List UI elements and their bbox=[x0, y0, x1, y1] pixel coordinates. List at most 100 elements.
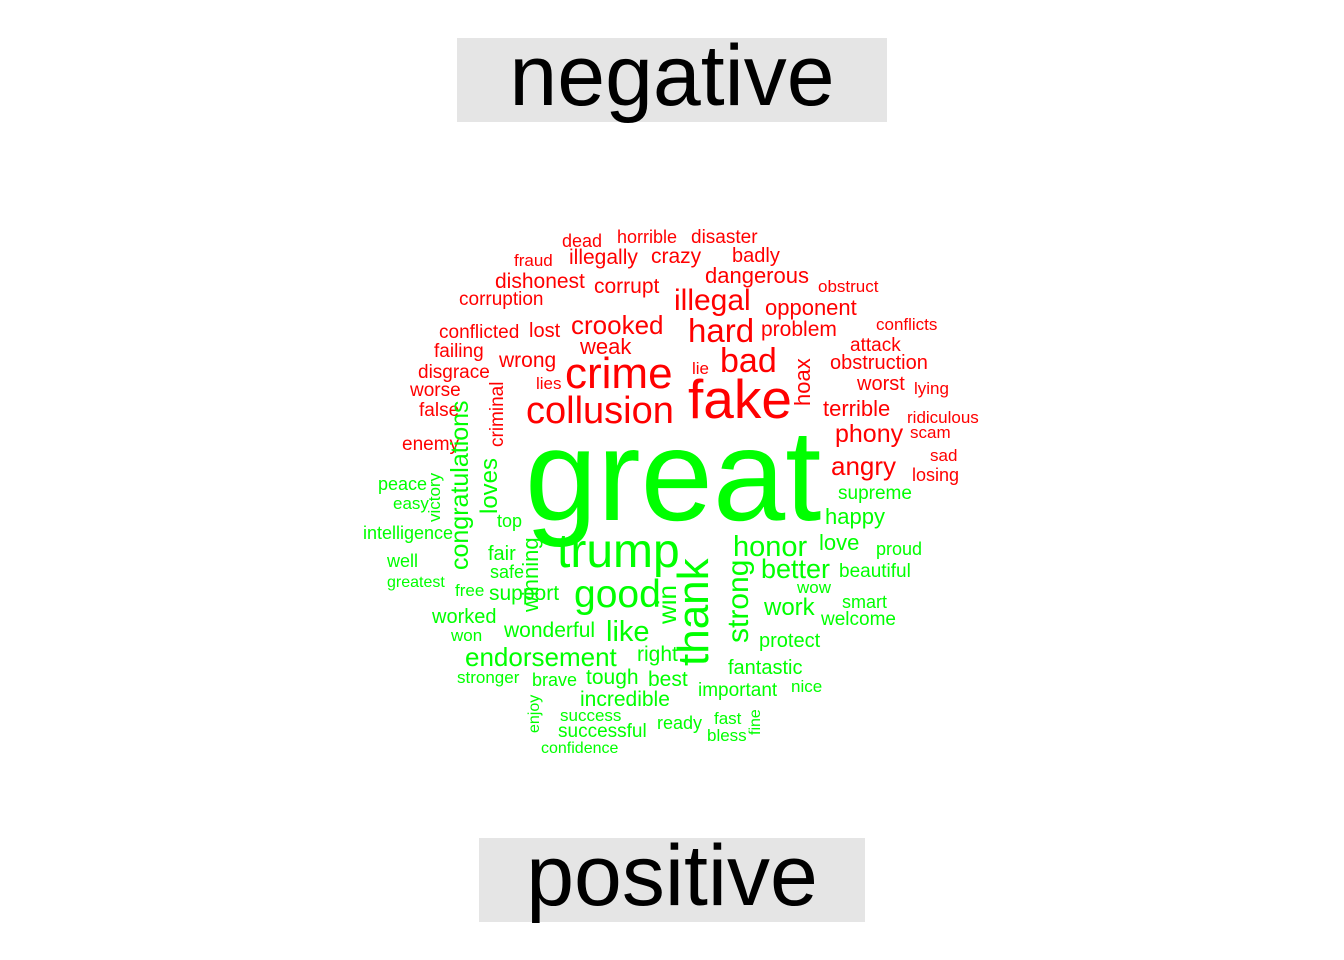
word-wonderful: wonderful bbox=[504, 619, 596, 642]
word-worse: worse bbox=[410, 380, 461, 401]
word-honor: honor bbox=[733, 531, 808, 563]
word-welcome: welcome bbox=[821, 609, 896, 630]
word-right: right bbox=[637, 643, 678, 666]
word-terrible: terrible bbox=[823, 396, 891, 421]
word-ridiculous: ridiculous bbox=[907, 408, 979, 427]
word-nice: nice bbox=[791, 677, 823, 696]
word-failing: failing bbox=[434, 341, 484, 362]
word-obstruction: obstruction bbox=[830, 352, 928, 374]
word-loves: loves bbox=[476, 457, 503, 514]
word-angry: angry bbox=[831, 451, 897, 481]
word-corrupt: corrupt bbox=[594, 275, 660, 298]
word-bless: bless bbox=[707, 726, 747, 745]
word-love: love bbox=[819, 530, 860, 555]
word-losing: losing bbox=[912, 465, 960, 485]
word-proud: proud bbox=[876, 539, 923, 559]
word-dead: dead bbox=[562, 231, 603, 251]
word-crooked: crooked bbox=[571, 310, 664, 340]
word-free: free bbox=[455, 581, 485, 600]
word-protect: protect bbox=[759, 630, 821, 652]
word-opponent: opponent bbox=[765, 295, 857, 320]
word-top: top bbox=[497, 511, 523, 531]
word-bad: bad bbox=[720, 342, 777, 380]
word-good: good bbox=[574, 573, 661, 616]
word-success: success bbox=[560, 706, 622, 725]
word-illegally: illegally bbox=[569, 246, 638, 269]
word-lost: lost bbox=[529, 320, 561, 342]
word-hard: hard bbox=[688, 312, 755, 349]
word-brave: brave bbox=[532, 670, 578, 690]
word-important: important bbox=[698, 680, 778, 701]
word-disgrace: disgrace bbox=[418, 362, 490, 383]
word-crazy: crazy bbox=[651, 245, 702, 268]
word-enjoy: enjoy bbox=[526, 694, 543, 733]
word-phony: phony bbox=[835, 420, 904, 448]
positive-group-label: positive bbox=[479, 833, 865, 922]
negative-group-label: negative bbox=[457, 33, 887, 122]
word-like: like bbox=[606, 616, 650, 648]
word-dishonest: dishonest bbox=[495, 270, 585, 293]
word-trump: trump bbox=[557, 525, 680, 578]
word-false: false bbox=[419, 400, 460, 421]
word-successful: successful bbox=[558, 721, 647, 742]
word-problem: problem bbox=[761, 318, 837, 341]
word-worked: worked bbox=[432, 606, 497, 628]
word-obstruct: obstruct bbox=[818, 277, 879, 296]
word-incredible: incredible bbox=[580, 688, 670, 711]
word-conflicts: conflicts bbox=[876, 315, 938, 334]
word-happy: happy bbox=[825, 504, 885, 529]
word-supreme: supreme bbox=[838, 483, 912, 504]
word-beautiful: beautiful bbox=[839, 561, 911, 582]
word-tough: tough bbox=[586, 666, 639, 689]
word-won: won bbox=[451, 626, 483, 645]
word-fine: fine bbox=[747, 709, 764, 735]
word-confidence: confidence bbox=[541, 740, 619, 757]
word-wrong: wrong bbox=[499, 349, 557, 372]
word-collusion: collusion bbox=[526, 390, 674, 432]
word-easy: easy bbox=[393, 494, 429, 513]
word-intelligence: intelligence bbox=[363, 523, 454, 543]
word-scam: scam bbox=[910, 423, 951, 442]
word-fake: fake bbox=[688, 368, 792, 430]
word-congratulations: congratulations bbox=[446, 400, 474, 570]
word-great: great bbox=[525, 402, 822, 548]
word-well: well bbox=[387, 551, 419, 571]
word-lies: lies bbox=[536, 374, 562, 393]
word-best: best bbox=[648, 668, 688, 691]
word-dangerous: dangerous bbox=[705, 263, 809, 288]
word-hoax: hoax bbox=[790, 358, 815, 406]
word-safe: safe bbox=[490, 562, 525, 582]
word-disaster: disaster bbox=[691, 227, 758, 248]
word-support: support bbox=[489, 582, 560, 605]
word-lie: lie bbox=[692, 359, 710, 378]
word-attack: attack bbox=[850, 335, 901, 356]
word-illegal: illegal bbox=[674, 284, 751, 317]
word-enemy: enemy bbox=[402, 434, 460, 455]
word-conflicted: conflicted bbox=[439, 322, 520, 343]
word-fast: fast bbox=[714, 709, 742, 728]
word-endorsement: endorsement bbox=[465, 642, 617, 672]
word-fraud: fraud bbox=[514, 251, 553, 270]
word-better: better bbox=[761, 554, 831, 584]
word-greatest: greatest bbox=[387, 574, 445, 591]
word-crime: crime bbox=[565, 349, 673, 398]
word-criminal: criminal bbox=[487, 381, 508, 447]
word-smart: smart bbox=[842, 592, 887, 612]
word-fantastic: fantastic bbox=[728, 657, 803, 679]
word-peace: peace bbox=[378, 474, 428, 494]
word-wow: wow bbox=[797, 578, 832, 597]
word-ready: ready bbox=[657, 713, 703, 733]
word-weak: weak bbox=[580, 334, 632, 359]
word-sad: sad bbox=[930, 446, 958, 465]
word-worst: worst bbox=[857, 373, 905, 395]
word-badly: badly bbox=[732, 245, 780, 267]
word-fair: fair bbox=[488, 543, 516, 565]
word-horrible: horrible bbox=[617, 227, 678, 247]
word-stronger: stronger bbox=[457, 668, 520, 687]
word-lying: lying bbox=[914, 379, 949, 398]
word-corruption: corruption bbox=[459, 289, 544, 310]
word-thank: thank bbox=[669, 558, 718, 666]
word-work: work bbox=[764, 594, 815, 621]
word-strong: strong bbox=[722, 559, 755, 643]
